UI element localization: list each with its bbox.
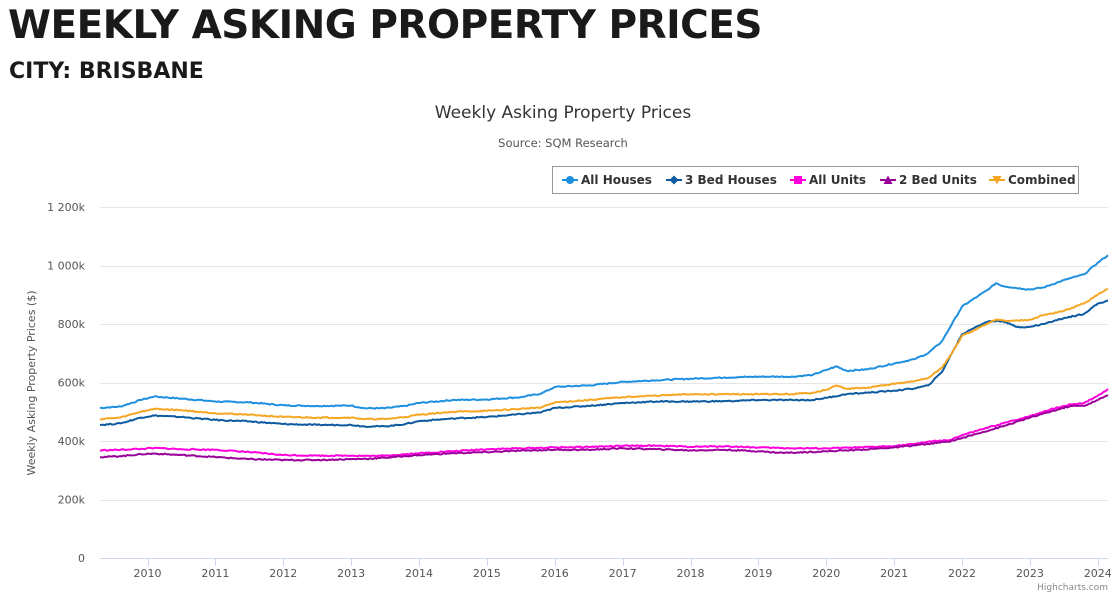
x-axis: 2010 2011 2012 2013 2014 2015 2016 2017 2018 2019… xyxy=(100,558,1112,580)
x-tick-label: 2015 xyxy=(473,567,501,580)
legend-marker-triangle-down xyxy=(992,176,1002,185)
y-tick-label: 0 xyxy=(78,552,85,565)
legend-item-2-bed-units[interactable]: 2 Bed Units xyxy=(880,173,977,187)
series-line-all-units[interactable] xyxy=(99,388,1109,458)
legend: All Houses 3 Bed Houses All Units 2 Bed Uni… xyxy=(552,166,1079,194)
legend-item-3-bed-houses[interactable]: 3 Bed Houses xyxy=(666,173,777,187)
x-tick-label: 2017 xyxy=(609,567,637,580)
page-heading: WEEKLY ASKING PROPERTY PRICES xyxy=(8,3,763,48)
x-tick-label: 2016 xyxy=(541,567,569,580)
y-tick-label: 1 000k xyxy=(47,260,85,273)
x-tick-label: 2011 xyxy=(201,567,229,580)
x-tick-label: 2010 xyxy=(134,567,162,580)
city-subheading: CITY: BRISBANE xyxy=(9,59,204,84)
x-tick-label: 2014 xyxy=(405,567,433,580)
x-tick-label: 2019 xyxy=(744,567,772,580)
legend-label: All Houses xyxy=(581,173,652,187)
series-line-combined[interactable] xyxy=(99,287,1109,421)
legend-marker-square xyxy=(794,176,802,184)
y-axis-title: Weekly Asking Property Prices ($) xyxy=(25,290,38,475)
y-axis: 0 200k 400k 600k 800k 1 000k 1 200k xyxy=(47,201,85,565)
series-line-3-bed-houses[interactable] xyxy=(100,299,1109,428)
chart-subtitle: Source: SQM Research xyxy=(498,136,628,150)
y-tick-label: 800k xyxy=(58,318,86,331)
y-tick-label: 600k xyxy=(58,377,86,390)
y-tick-label: 200k xyxy=(58,494,86,507)
legend-marker-circle xyxy=(566,176,574,184)
chart-title: Weekly Asking Property Prices xyxy=(435,103,692,123)
legend-label: 2 Bed Units xyxy=(899,173,977,187)
x-tick-label: 2012 xyxy=(269,567,297,580)
y-tick-label: 1 200k xyxy=(47,201,85,214)
x-tick-label: 2024 xyxy=(1084,567,1112,580)
legend-item-combined[interactable]: Combined xyxy=(989,173,1076,187)
legend-item-all-units[interactable]: All Units xyxy=(790,173,866,187)
x-tick-label: 2021 xyxy=(880,567,908,580)
series-line-2-bed-units[interactable] xyxy=(99,394,1109,462)
x-tick-label: 2020 xyxy=(812,567,840,580)
legend-item-all-houses[interactable]: All Houses xyxy=(562,173,652,187)
x-tick-label: 2018 xyxy=(677,567,705,580)
x-tick-label: 2013 xyxy=(337,567,365,580)
legend-label: Combined xyxy=(1008,173,1076,187)
x-tick-label: 2023 xyxy=(1016,567,1044,580)
series-lines xyxy=(99,254,1109,462)
credits-link[interactable]: Highcharts.com xyxy=(1037,583,1108,592)
gridlines xyxy=(100,207,1108,501)
x-tick-label: 2022 xyxy=(948,567,976,580)
legend-label: All Units xyxy=(809,173,866,187)
series-line-all-houses[interactable] xyxy=(99,254,1109,410)
y-tick-label: 400k xyxy=(58,435,86,448)
legend-marker-diamond xyxy=(669,175,679,185)
legend-label: 3 Bed Houses xyxy=(685,173,777,187)
legend-marker-triangle xyxy=(883,175,893,184)
